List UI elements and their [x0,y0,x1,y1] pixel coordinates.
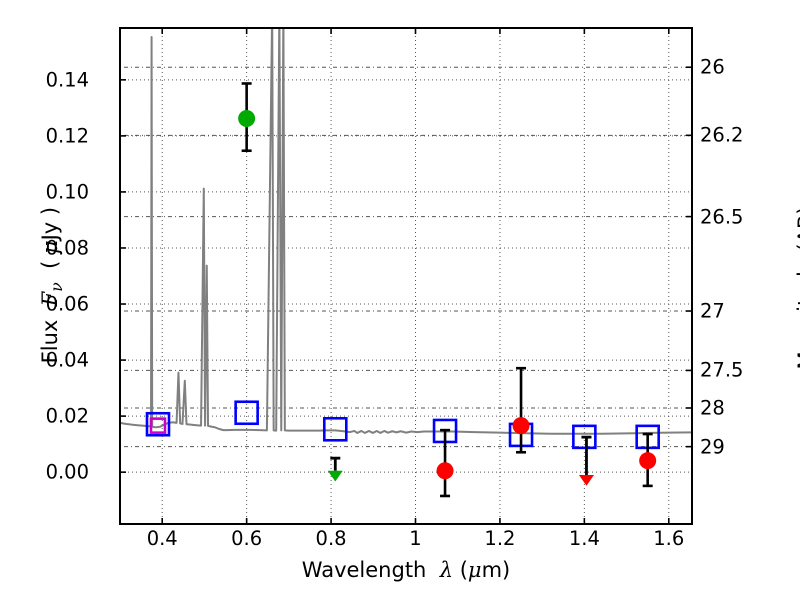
axis-ticks [120,28,692,524]
y-tick-label-left: 0.14 [45,68,89,92]
y-tick-label-right: 26.5 [700,205,744,229]
y-axis-label-right: Magnitude (AB) [794,206,800,370]
y-tick-label-left: 0.12 [45,124,89,148]
x-tick-label: 0.6 [231,527,263,550]
y-tick-label-left: 0.02 [45,404,89,428]
x-tick-label: 0.4 [146,527,178,550]
y-tick-label-right: 26.2 [700,123,744,147]
x-axis-label: Wavelength λ (μm) [301,558,511,582]
model-photometry-square [322,416,348,442]
observed-flux-point [639,452,657,470]
observed-flux-point [238,110,256,128]
observed-flux-point [436,462,454,480]
axes-frame [119,27,693,525]
x-tick-label: 1.2 [484,527,516,550]
model-photometry-square [234,400,259,426]
y-tick-label-left: 0.08 [45,236,89,260]
y-tick-label-left: 0.06 [45,292,89,316]
data-points [145,82,660,498]
model-photometry-square [149,417,167,434]
y-tick-label-right: 26 [700,55,725,79]
error-bar [516,366,527,454]
spectrum-line [120,28,692,435]
x-tick-label: 0.8 [315,527,347,550]
y-tick-label-left: 0.04 [45,348,89,372]
y-tick-label-right: 27 [700,299,725,323]
y-tick-label-left: 0.00 [45,460,89,484]
x-tick-label: 1 [409,527,422,550]
observed-flux-point [512,417,530,435]
x-tick-label: 1.4 [568,527,600,550]
y-tick-label-right: 29 [700,435,725,459]
y-tick-label-left: 0.10 [45,180,89,204]
upper-limit-marker [578,435,594,486]
grid-lines [120,28,692,524]
model-photometry-square [145,411,171,437]
y-tick-label-right: 27.5 [700,358,744,382]
upper-limit-marker [327,456,343,482]
y-tick-label-right: 28 [700,396,725,420]
model-photometry-square [572,424,597,450]
x-tick-label: 1.6 [653,527,685,550]
